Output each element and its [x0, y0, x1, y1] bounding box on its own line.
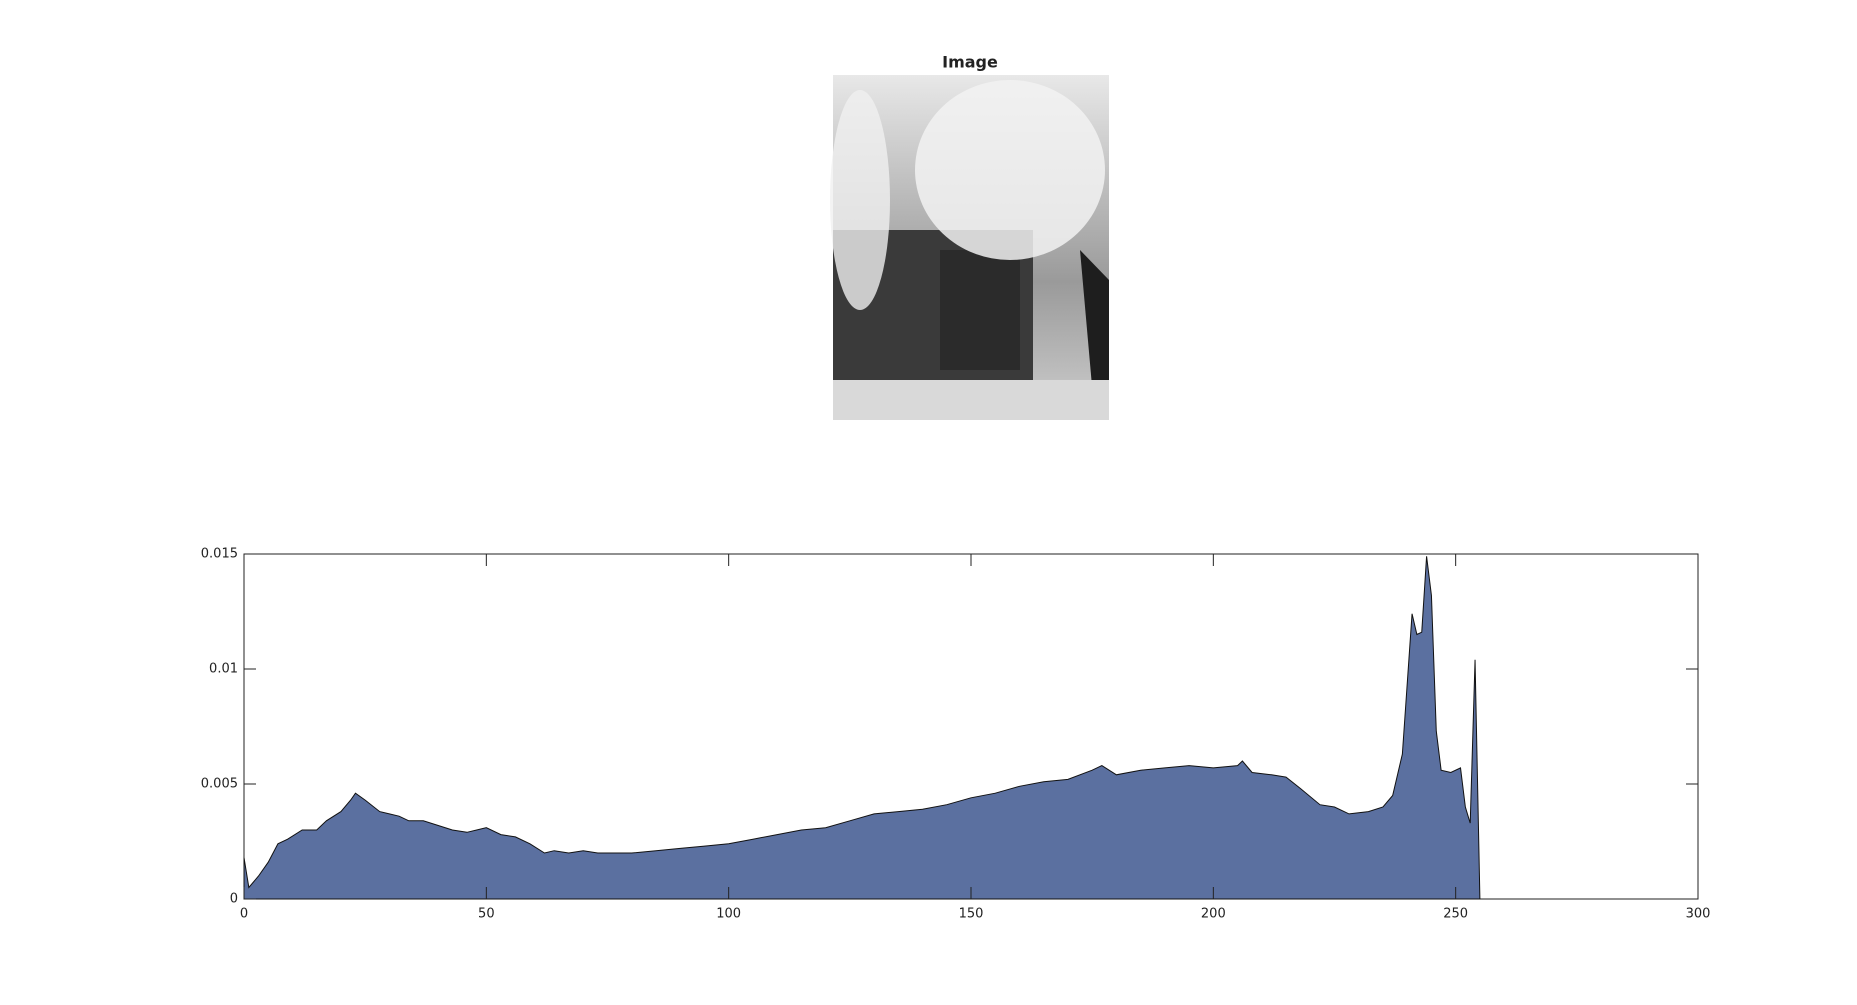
x-tick-label: 100 [716, 907, 741, 922]
x-tick-label: 250 [1443, 907, 1468, 922]
x-tick-label: 150 [959, 907, 984, 922]
image [830, 75, 1109, 420]
x-tick-label: 300 [1686, 907, 1711, 922]
y-tick-label: 0 [230, 892, 238, 907]
x-tick-label: 0 [240, 907, 248, 922]
area [243, 556, 1481, 900]
y-tick-label: 0.015 [201, 547, 238, 562]
y-tick-label: 0.01 [209, 662, 238, 677]
image-title: Image [942, 53, 998, 72]
x-tick-label: 200 [1201, 907, 1226, 922]
y-tick-label: 0.005 [201, 777, 238, 792]
x-tick-label: 50 [478, 907, 495, 922]
